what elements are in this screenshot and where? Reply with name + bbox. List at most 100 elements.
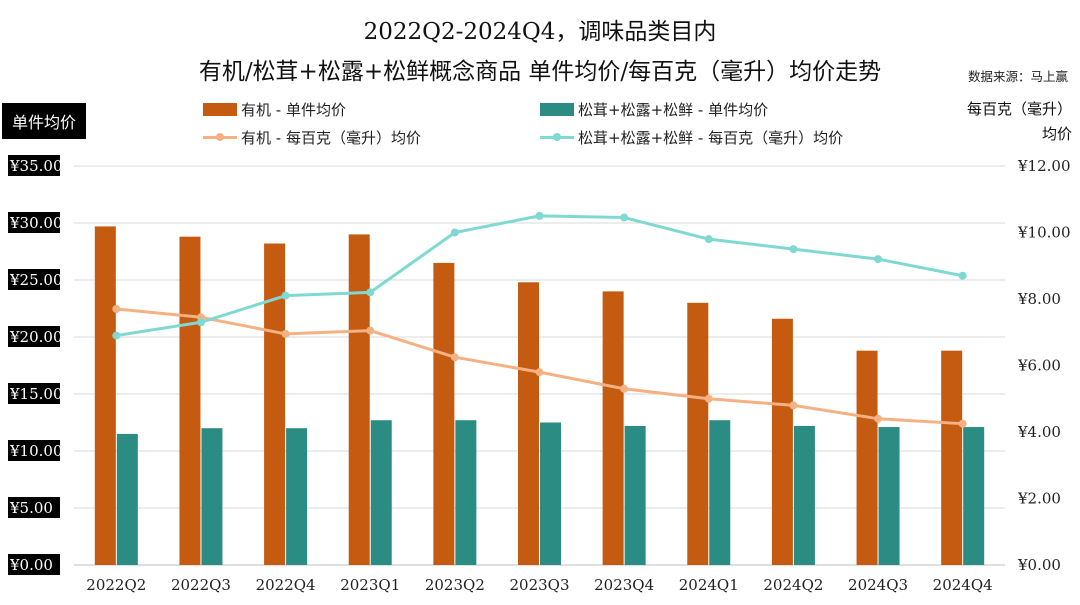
left-tick-label: ¥10.00 (9, 442, 63, 460)
bar-mushroom-unit-price (793, 425, 815, 565)
right-tick-label: ¥8.00 (1017, 290, 1061, 308)
organic-per100g-point (789, 401, 798, 410)
left-tick-label-bg (8, 383, 60, 404)
organic-per100g-point (535, 368, 544, 377)
mushroom-per100g-point (958, 271, 967, 280)
chart-title-line2: 有机/松茸+松露+松鲜概念商品 单件均价/每百克（毫升）均价走势 (198, 59, 882, 85)
right-tick-label: ¥0.00 (1017, 556, 1061, 574)
x-tick-label: 2022Q2 (86, 576, 146, 594)
legend-label-mushroom-line: 松茸+松露+松鲜 - 每百克（毫升）均价 (578, 129, 844, 147)
left-tick-label: ¥0.00 (9, 556, 53, 574)
mushroom-per100g-point (366, 288, 375, 297)
x-tick-label: 2024Q4 (933, 576, 993, 594)
organic-per100g-point (620, 384, 629, 393)
organic-per100g-point (704, 394, 713, 403)
mushroom-per100g-point (535, 211, 544, 220)
mushroom-per100g-point (874, 255, 883, 264)
x-tick-label: 2024Q2 (763, 576, 823, 594)
organic-per100g-point (281, 329, 290, 338)
bar-mushroom-unit-price (286, 428, 308, 565)
bar-organic-unit-price (771, 318, 793, 565)
left-tick-label: ¥30.00 (9, 214, 63, 232)
bar-mushroom-unit-price (709, 420, 731, 565)
left-tick-label: ¥5.00 (9, 499, 53, 517)
legend-item-organic-bar: 有机 - 单件均价 (203, 99, 346, 120)
left-tick-label-bg (8, 554, 60, 575)
bar-mushroom-unit-price (370, 420, 392, 565)
legend-swatch-organic-bar (203, 103, 237, 116)
bar-organic-unit-price (348, 234, 370, 565)
mushroom-per100g-point (704, 235, 713, 244)
chart-title-line1: 2022Q2-2024Q4，调味品类目内 (363, 19, 717, 45)
left-tick-label-bg (8, 440, 60, 461)
left-tick-label-bg (8, 497, 60, 518)
right-tick-label: ¥12.00 (1017, 157, 1071, 175)
legend-label-organic-bar: 有机 - 单件均价 (241, 101, 346, 119)
right-tick-label: ¥4.00 (1017, 423, 1061, 441)
legend-swatch-organic-line (203, 131, 237, 144)
left-tick-label: ¥35.00 (9, 157, 63, 175)
x-tick-label: 2023Q3 (509, 576, 569, 594)
right-axis-label-line1: 每百克（毫升） (966, 100, 1072, 118)
left-axis-label: 单件均价 (2, 103, 87, 139)
mushroom-per100g-point (281, 291, 290, 300)
left-tick-label: ¥25.00 (9, 271, 63, 289)
bar-mushroom-unit-price (963, 427, 985, 565)
bar-mushroom-unit-price (624, 425, 646, 565)
organic-per100g-point (366, 326, 375, 335)
legend-swatch-mushroom-bar (540, 103, 574, 116)
right-tick-label: ¥10.00 (1017, 224, 1071, 242)
left-tick-label-bg (8, 326, 60, 347)
bar-mushroom-unit-price (116, 433, 138, 565)
left-tick-label: ¥20.00 (9, 328, 63, 346)
right-axis-label-line2: 均价 (1041, 125, 1072, 143)
left-tick-label-bg (8, 212, 60, 233)
mushroom-per100g-point (112, 331, 121, 340)
bar-organic-unit-price (687, 302, 709, 565)
x-tick-label: 2023Q1 (340, 576, 400, 594)
organic-per100g-point (112, 304, 121, 313)
bar-mushroom-unit-price (540, 422, 561, 565)
right-tick-label: ¥6.00 (1017, 357, 1061, 375)
organic-per100g-point (450, 353, 459, 362)
x-tick-label: 2022Q3 (171, 576, 231, 594)
right-axis-label: 每百克（毫升） 均价 (967, 97, 1072, 147)
data-source: 数据来源：马上赢 (967, 69, 1068, 84)
right-tick-label: ¥2.00 (1017, 490, 1061, 508)
mushroom-per100g-point (196, 318, 205, 327)
x-tick-label: 2022Q4 (256, 576, 316, 594)
bar-organic-unit-price (264, 243, 286, 565)
mushroom-per100g-point (620, 213, 629, 222)
mushroom-per100g-point (789, 245, 798, 254)
left-tick-label-bg (8, 155, 60, 176)
x-tick-label: 2024Q1 (679, 576, 739, 594)
mushroom-per100g-line (116, 214, 963, 338)
bar-organic-unit-price (941, 350, 963, 565)
legend-item-organic-line: 有机 - 每百克（毫升）均价 (203, 127, 421, 148)
bar-organic-unit-price (856, 350, 878, 565)
organic-per100g-point (874, 414, 883, 423)
mushroom-per100g-point (450, 228, 459, 237)
organic-per100g-line (116, 307, 963, 426)
bar-mushroom-unit-price (201, 428, 223, 565)
legend-label-mushroom-bar: 松茸+松露+松鲜 - 单件均价 (578, 101, 769, 119)
legend-item-mushroom-line: 松茸+松露+松鲜 - 每百克（毫升）均价 (540, 127, 843, 148)
bar-organic-unit-price (602, 291, 624, 565)
x-tick-label: 2023Q2 (425, 576, 485, 594)
bar-organic-unit-price (433, 262, 455, 565)
organic-per100g-point (958, 419, 967, 428)
left-tick-label: ¥15.00 (9, 385, 63, 403)
bar-organic-unit-price (94, 226, 116, 566)
legend-swatch-mushroom-line (540, 131, 574, 144)
bar-mushroom-unit-price (878, 427, 900, 565)
left-tick-label-bg (8, 269, 60, 290)
legend-item-mushroom-bar: 松茸+松露+松鲜 - 单件均价 (540, 99, 768, 120)
legend-label-organic-line: 有机 - 每百克（毫升）均价 (241, 129, 421, 147)
bar-mushroom-unit-price (455, 420, 477, 565)
bar-organic-unit-price (179, 236, 201, 565)
x-tick-label: 2024Q3 (848, 576, 908, 594)
bar-organic-unit-price (518, 282, 539, 565)
x-tick-label: 2023Q4 (594, 576, 654, 594)
